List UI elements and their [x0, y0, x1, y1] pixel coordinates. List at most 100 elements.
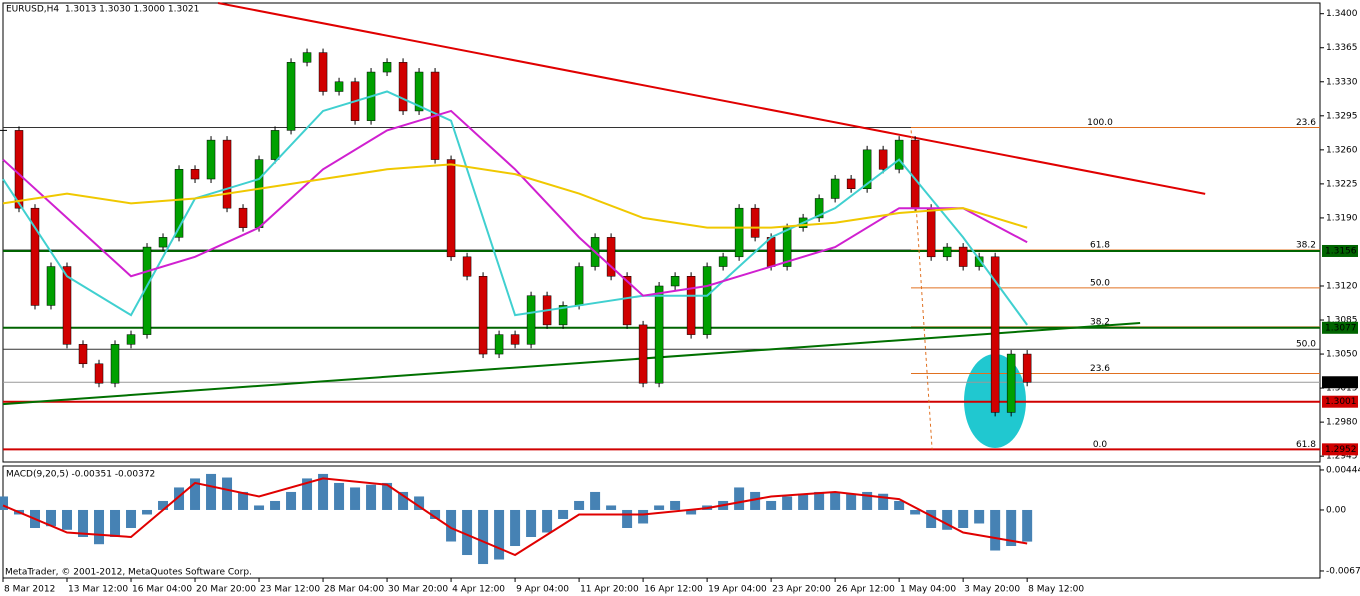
candle	[638, 324, 648, 384]
moving-average	[2, 163, 1028, 229]
candle	[270, 130, 280, 160]
candle	[62, 266, 72, 345]
price-tag-label: 1.3001	[1325, 397, 1357, 407]
macd-bar	[686, 509, 697, 515]
candle	[1022, 353, 1032, 383]
fibo-label: 100.0	[1087, 118, 1113, 128]
macd-bar	[366, 484, 377, 510]
candle	[334, 81, 344, 92]
macd-bar	[814, 491, 825, 510]
macd-bar	[638, 509, 649, 524]
candle	[670, 276, 680, 287]
moving-average	[2, 109, 1028, 297]
macd-bar	[398, 491, 409, 510]
candle	[782, 227, 792, 267]
macd-bar	[558, 509, 569, 519]
macd-bar	[622, 509, 633, 528]
macd-bar	[318, 473, 329, 510]
price-tag	[1322, 443, 1358, 456]
candle	[510, 334, 520, 345]
price-tag	[1322, 321, 1358, 334]
x-tick-label: 30 Mar 20:00	[388, 585, 448, 595]
macd-bar	[238, 491, 249, 510]
candle	[286, 62, 296, 131]
x-tick-label: 3 May 20:00	[964, 585, 1020, 595]
macd-bar	[0, 496, 8, 510]
candle	[398, 62, 408, 112]
candle	[190, 169, 200, 180]
macd-bar	[510, 509, 521, 547]
y-tick-label: 1.3365	[1326, 43, 1358, 53]
y-tick-label: 1.2945	[1326, 452, 1358, 462]
trendline	[2, 322, 1141, 406]
candle	[174, 169, 184, 238]
signal-line	[2, 477, 1028, 557]
macd-bar	[862, 491, 873, 510]
macd-bar	[494, 509, 505, 560]
candle	[414, 71, 424, 112]
price-tag	[1322, 395, 1358, 408]
candle	[30, 207, 40, 306]
macd-bar	[830, 491, 841, 510]
candle	[382, 62, 392, 73]
trendline	[910, 130, 933, 450]
macd-bar	[894, 500, 905, 510]
y-tick-label: 1.3260	[1326, 145, 1358, 155]
candle	[878, 149, 888, 170]
x-tick-label: 23 Apr 20:00	[772, 585, 831, 595]
candle	[558, 305, 568, 326]
candle	[974, 256, 984, 267]
price-tag	[1322, 244, 1358, 257]
fibo-right-label: 23.6	[1296, 118, 1316, 128]
chart-title: EURUSD,H4 1.3013 1.3030 1.3000 1.3021	[6, 5, 199, 15]
candle	[830, 178, 840, 199]
macd-bar	[542, 509, 553, 533]
y-tick-label: 1.3050	[1326, 350, 1358, 360]
price-panel	[2, 2, 1321, 463]
y-tick-label: 1.3225	[1326, 179, 1358, 189]
candle	[750, 207, 760, 238]
candle	[46, 266, 56, 306]
y-tick-label: 1.3190	[1326, 213, 1358, 223]
y-tick-label: 1.3085	[1326, 316, 1358, 326]
macd-bar	[270, 500, 281, 510]
macd-bar	[382, 482, 393, 510]
macd-bar	[462, 509, 473, 556]
candle	[990, 256, 1000, 413]
macd-bar	[1022, 509, 1033, 542]
macd-bar	[62, 509, 73, 530]
macd-bar	[878, 493, 889, 510]
y-tick-label: 0.00	[1326, 505, 1346, 515]
candle	[78, 344, 88, 365]
candle	[526, 295, 536, 345]
macd-bar	[174, 487, 185, 510]
y-tick-label: 1.3015	[1326, 384, 1358, 394]
x-tick-label: 9 Apr 04:00	[516, 585, 569, 595]
fibo-label: 0.0	[1093, 440, 1108, 450]
x-tick-label: 11 Apr 20:00	[580, 585, 639, 595]
x-tick-label: 1 May 04:00	[900, 585, 956, 595]
x-tick-label: 4 Apr 12:00	[452, 585, 505, 595]
macd-bar	[798, 493, 809, 510]
macd-bar	[334, 482, 345, 510]
candle	[462, 256, 472, 277]
macd-bar	[926, 509, 937, 528]
candle	[766, 237, 776, 267]
macd-bar	[126, 509, 137, 528]
fibo-right-label: 61.8	[1296, 440, 1316, 450]
candle	[222, 139, 232, 209]
candle	[14, 130, 24, 209]
candle	[718, 256, 728, 267]
candle	[814, 198, 824, 219]
macd-title: MACD(9,20,5) -0.00351 -0.00372	[6, 470, 155, 480]
candle	[734, 207, 744, 258]
macd-bar	[526, 509, 537, 538]
macd-bar	[302, 478, 313, 510]
candle	[574, 266, 584, 306]
macd-bar	[910, 509, 921, 515]
candle	[686, 276, 696, 335]
candle	[110, 344, 120, 384]
macd-bar	[430, 509, 441, 519]
macd-bar	[142, 509, 153, 515]
